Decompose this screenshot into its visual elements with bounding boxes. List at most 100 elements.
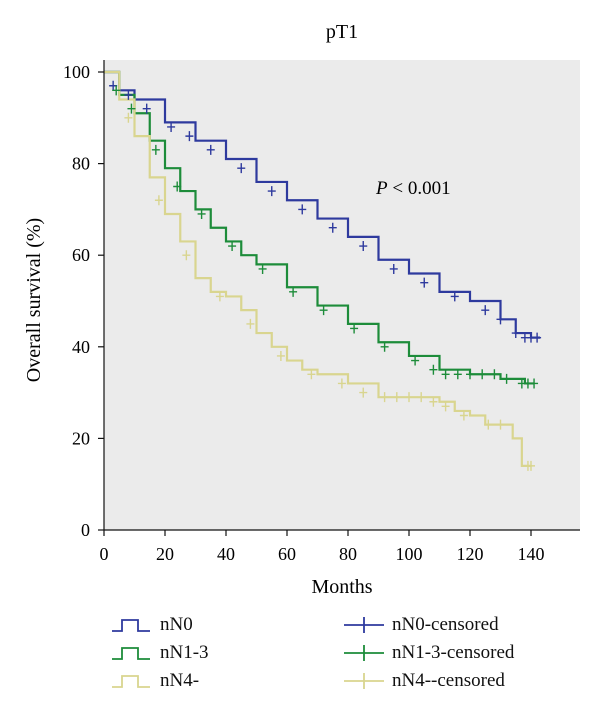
legend-item-nN1-3: nN1-3: [110, 640, 209, 666]
censor-cross-icon: [344, 617, 384, 633]
y-axis-label: Overall survival (%): [23, 218, 45, 382]
chart-title: pT1: [326, 21, 358, 43]
censor-layer: [109, 80, 542, 471]
censor-mark-nN0-censored: [533, 332, 542, 343]
censor-mark-nN1-3-censored: [173, 181, 182, 192]
censor-mark-nN0-censored: [389, 263, 398, 274]
x-axis-label: Months: [311, 576, 372, 598]
series-line-nN4-: [104, 70, 531, 467]
legend-item-nN0-censored: nN0-censored: [342, 612, 499, 638]
y-tick-label: 40: [72, 337, 90, 357]
x-tick-label: 40: [217, 544, 235, 564]
censor-mark-nN1-3-censored: [466, 369, 474, 380]
censor-mark-nN4--censored: [124, 112, 133, 123]
y-tick-label: 20: [72, 428, 90, 448]
censor-mark-nN4--censored: [405, 392, 413, 403]
x-tick-label: 120: [457, 544, 484, 564]
censor-mark-nN4--censored: [459, 410, 468, 421]
censor-mark-nN4--censored: [484, 419, 493, 430]
censor-mark-nN1-3-censored: [411, 355, 420, 366]
legend-label: nN1-3: [160, 642, 209, 663]
censor-mark-nN4--censored: [215, 291, 224, 302]
censor-mark-nN1-3-censored: [151, 144, 160, 155]
y-tick-label: 0: [81, 520, 90, 540]
censor-mark-nN4--censored: [276, 350, 285, 361]
legend-item-nN1-3-censored: nN1-3-censored: [342, 640, 514, 666]
censor-mark-nN4--censored: [417, 392, 426, 403]
step-line-icon: [112, 647, 150, 660]
tick-layer: 0 20 40 60 80 100 120 140 0 20 40 60 80 100: [63, 62, 545, 564]
y-tick-label: 60: [72, 245, 90, 265]
censor-mark-nN1-3-censored: [127, 103, 136, 114]
censor-mark-nN1-3-censored: [429, 364, 438, 375]
censor-mark-nN0-censored: [420, 277, 429, 288]
censor-mark-nN0-censored: [298, 204, 307, 215]
censor-mark-nN1-3-censored: [350, 323, 359, 334]
step-line-icon: [112, 675, 150, 688]
censor-mark-nN0-censored: [142, 103, 151, 114]
censor-mark-nN1-3-censored: [289, 286, 298, 297]
censor-cross-icon: [344, 645, 384, 661]
x-tick-label: 140: [518, 544, 545, 564]
y-tick-label: 80: [72, 154, 90, 174]
censor-mark-nN4--censored: [392, 392, 401, 403]
censor-mark-nN4--censored: [182, 250, 191, 261]
censor-mark-nN4--censored: [380, 392, 389, 403]
censor-mark-nN0-censored: [185, 131, 194, 142]
censor-mark-nN1-3-censored: [478, 369, 487, 380]
p-value-symbol: P: [375, 178, 388, 199]
legend-item-nN4-censored: nN4--censored: [342, 668, 505, 694]
censor-mark-nN1-3-censored: [490, 369, 499, 380]
censor-mark-nN1-3-censored: [112, 85, 121, 96]
x-tick-label: 60: [278, 544, 296, 564]
censor-mark-nN4--censored: [154, 195, 163, 206]
censor-mark-nN1-3-censored: [319, 305, 328, 316]
x-tick-label: 80: [339, 544, 357, 564]
censor-mark-nN4--censored: [246, 318, 255, 329]
censor-mark-nN0-censored: [124, 89, 133, 100]
censor-mark-nN0-censored: [481, 305, 490, 316]
censor-mark-nN4--censored: [429, 396, 438, 407]
survival-chart: 0 20 40 60 80 100 120 140 0 20 40 60 80 100 pT1 Month…: [23, 21, 580, 598]
censor-mark-nN1-3-censored: [197, 208, 206, 219]
censor-mark-nN0-censored: [359, 241, 368, 252]
legend-label: nN0-censored: [392, 614, 499, 635]
censor-cross-icon: [344, 673, 384, 689]
censor-mark-nN0-censored: [328, 222, 337, 233]
p-value-text: < 0.001: [388, 178, 451, 199]
p-value-annotation: P < 0.001: [375, 178, 451, 199]
censor-mark-nN4--censored: [496, 419, 505, 430]
legend-label: nN4--censored: [392, 670, 505, 691]
censor-mark-nN1-3-censored: [380, 341, 389, 352]
censor-mark-nN0-censored: [206, 144, 215, 155]
censor-mark-nN0-censored: [511, 328, 520, 339]
series-line-nN0: [104, 70, 541, 339]
legend-item-nN0: nN0: [110, 612, 193, 638]
x-tick-label: 20: [156, 544, 174, 564]
censor-mark-nN1-3-censored: [258, 263, 267, 274]
plot-area: [104, 60, 580, 530]
censor-mark-nN1-3-censored: [441, 369, 450, 380]
censor-mark-nN0-censored: [450, 291, 459, 302]
step-line-icon: [112, 619, 150, 632]
y-tick-label: 100: [63, 62, 90, 82]
censor-mark-nN4--censored: [441, 401, 450, 412]
censor-mark-nN1-3-censored: [502, 373, 511, 384]
x-tick-label: 100: [396, 544, 423, 564]
censor-mark-nN4--censored: [527, 460, 535, 471]
legend-label: nN0: [160, 614, 193, 635]
censor-mark-nN1-3-censored: [228, 241, 237, 252]
censor-mark-nN0-censored: [167, 121, 176, 132]
censor-mark-nN1-3-censored: [530, 378, 539, 389]
censor-mark-nN1-3-censored: [453, 369, 462, 380]
legend-label: nN1-3-censored: [392, 642, 515, 663]
censor-mark-nN4--censored: [359, 387, 368, 398]
x-tick-label: 0: [100, 544, 109, 564]
censor-mark-nN0-censored: [237, 163, 246, 174]
censor-mark-nN0-censored: [496, 314, 505, 325]
censor-mark-nN0-censored: [267, 186, 276, 197]
censor-mark-nN4--censored: [337, 378, 346, 389]
legend-item-nN4: nN4-: [110, 668, 199, 694]
censor-mark-nN4--censored: [307, 369, 316, 380]
legend-label: nN4-: [160, 670, 200, 691]
